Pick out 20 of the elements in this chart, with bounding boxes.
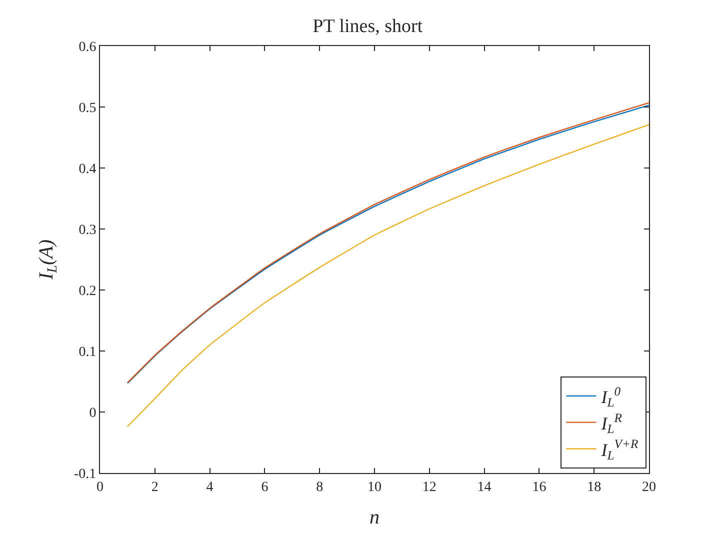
y-tick-label: -0.1 <box>74 466 96 482</box>
x-tick-label: 2 <box>151 480 158 495</box>
x-tick-label: 12 <box>422 480 436 495</box>
x-tick-label: 10 <box>368 480 382 495</box>
x-tick-label: 20 <box>642 480 656 495</box>
x-tick-label: 18 <box>587 480 602 495</box>
y-tick-label: 0.5 <box>78 100 96 116</box>
x-tick-label: 14 <box>477 480 492 495</box>
y-tick-label: 0.4 <box>78 162 96 177</box>
y-tick-label: 0.2 <box>78 284 96 299</box>
y-tick-label: 0.3 <box>78 222 96 238</box>
y-tick-label: 0.1 <box>78 344 96 360</box>
x-tick-label: 8 <box>316 480 324 495</box>
y-tick-label: 0.6 <box>78 40 96 55</box>
x-axis-title: n <box>370 506 380 528</box>
x-tick-label: 6 <box>261 480 268 495</box>
chart-title: PT lines, short <box>312 16 424 38</box>
y-tick-label: 0 <box>89 406 96 421</box>
x-tick-label: 4 <box>206 480 214 495</box>
x-tick-label: 16 <box>532 480 546 495</box>
